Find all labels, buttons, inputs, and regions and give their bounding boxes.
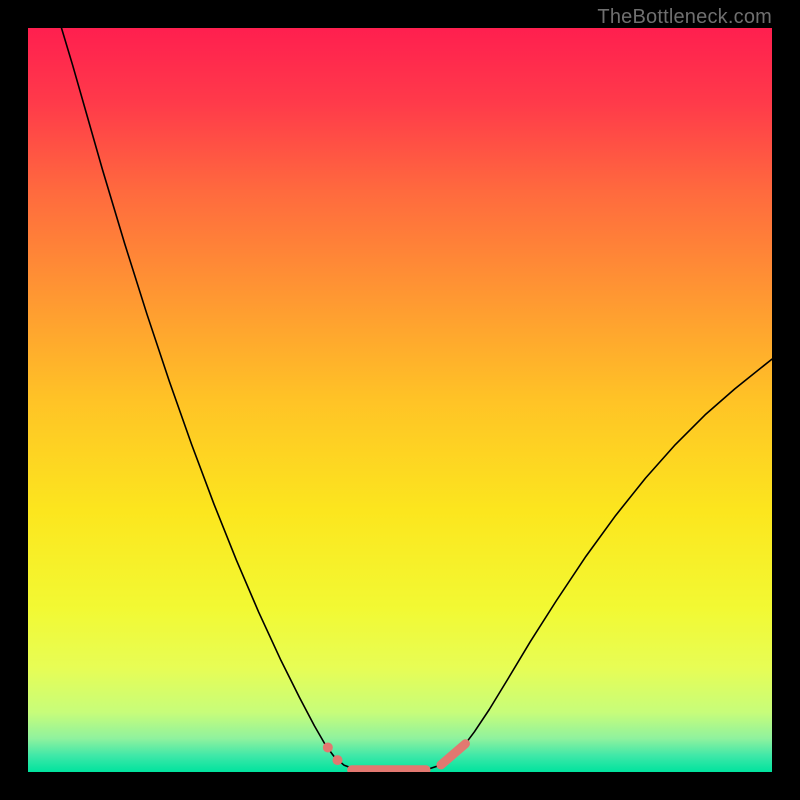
- chart-frame: TheBottleneck.com: [0, 0, 800, 800]
- gradient-background: [28, 28, 772, 772]
- highlight-dot: [323, 742, 333, 752]
- bottleneck-curve-chart: [28, 28, 772, 772]
- highlight-dot: [333, 755, 343, 765]
- attribution-text: TheBottleneck.com: [597, 6, 772, 29]
- plot-area: [28, 28, 772, 772]
